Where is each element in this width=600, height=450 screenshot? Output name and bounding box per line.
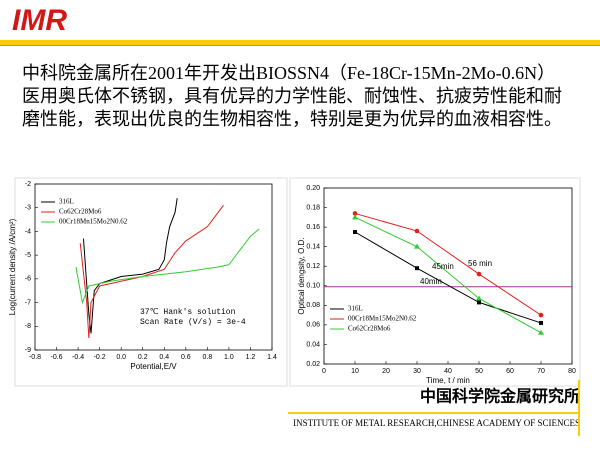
x-tick-label: 30	[413, 368, 421, 375]
left-chart-frame	[14, 177, 288, 387]
y-tick-label: -4	[25, 228, 31, 235]
x-tick-label: 70	[537, 368, 545, 375]
x-tick-label: -0.4	[72, 354, 84, 361]
right-chart-frame	[289, 177, 581, 387]
series-line	[354, 231, 542, 324]
x-tick-label: 0.2	[138, 354, 148, 361]
x-axis-label: Potential,E/V	[130, 362, 177, 371]
legend-label: 316L	[348, 305, 363, 313]
x-axis-label: Time, t / min	[426, 376, 470, 385]
x-tick-label: 10	[351, 368, 359, 375]
institute-en: INSTITUTE OF METAL RESEARCH,CHINESE ACAD…	[293, 418, 580, 428]
series-line	[75, 228, 260, 305]
marker	[538, 329, 544, 335]
header-bar-shadow	[0, 45, 600, 46]
annotation: 40min	[420, 277, 442, 286]
annotation: 45min	[432, 262, 454, 271]
footer-bar	[288, 412, 580, 414]
y-tick-label: -3	[25, 205, 31, 212]
institute-cn: 中国科学院金属研究所	[420, 387, 580, 406]
x-tick-label: 0.0	[116, 354, 126, 361]
marker	[538, 312, 544, 318]
annotation: 56 min	[468, 259, 492, 268]
marker	[476, 295, 482, 301]
y-tick-label: -5	[25, 252, 31, 259]
x-tick-label: 0	[322, 368, 326, 375]
marker	[414, 243, 420, 249]
x-tick-label: 1.2	[246, 354, 256, 361]
y-tick-label: 0.02	[306, 361, 320, 368]
marker	[539, 320, 543, 325]
x-tick-label: 50	[475, 368, 483, 375]
marker	[352, 211, 358, 216]
legend-label: 00Cr18Mn15Mo2N0.62	[59, 218, 128, 226]
legend-label: 00Cr18Mn15Mo2N0.62	[348, 315, 417, 323]
y-axis-label: Optical dengsity, O.D.	[297, 237, 306, 314]
y-tick-label: 0.08	[306, 302, 320, 309]
x-tick-label: 0.4	[159, 354, 169, 361]
y-tick-label: 0.12	[306, 263, 320, 270]
y-tick-label: 0.14	[306, 244, 320, 251]
y-tick-label: 0.10	[306, 283, 320, 290]
annotation: Scan Rate (V/s) = 3e-4	[140, 318, 246, 327]
x-tick-label: 1.4	[267, 354, 277, 361]
annotation: 37℃ Hank's solution	[140, 308, 236, 317]
x-tick-label: 60	[506, 368, 514, 375]
y-tick-label: 0.04	[306, 341, 320, 348]
x-tick-label: -0.8	[29, 354, 41, 361]
marker	[414, 228, 420, 234]
x-tick-label: -0.6	[51, 354, 63, 361]
series-line	[354, 216, 542, 334]
header-bar	[0, 40, 600, 45]
y-tick-label: 0.20	[306, 185, 320, 192]
series-line	[82, 198, 178, 334]
marker	[415, 266, 419, 271]
x-tick-label: 0.6	[181, 354, 191, 361]
marker	[476, 271, 482, 277]
body-text: 中科院金属所在2001年开发出BIOSSN4（Fe-18Cr-15Mn-2Mo-…	[22, 63, 562, 129]
y-tick-label: 0.18	[306, 204, 320, 211]
y-tick-label: 0.06	[306, 322, 320, 329]
x-tick-label: -0.2	[94, 354, 106, 361]
x-tick-label: 20	[382, 368, 390, 375]
x-tick-label: 1.0	[224, 354, 234, 361]
y-tick-label: -8	[25, 323, 31, 330]
plot-area	[34, 183, 273, 351]
y-tick-label: -2	[25, 181, 31, 188]
legend-label: Co62Cr28Mo6	[348, 325, 391, 333]
y-axis-label: Log(current density /A/cm²)	[8, 218, 17, 315]
y-tick-label: -9	[25, 347, 31, 354]
legend-label: 316L	[59, 198, 74, 206]
legend-label: Co62Cr28Mo6	[59, 208, 102, 216]
footer-side-bar	[578, 380, 580, 436]
marker	[352, 214, 358, 220]
x-tick-label: 80	[568, 368, 576, 375]
x-tick-label: 40	[444, 368, 452, 375]
logo: IMR	[12, 4, 67, 37]
y-tick-label: 0.16	[306, 224, 320, 231]
y-tick-label: -6	[25, 276, 31, 283]
series-line	[354, 212, 542, 316]
y-tick-label: -7	[25, 299, 31, 306]
marker	[353, 230, 357, 234]
marker	[477, 300, 481, 305]
x-tick-label: 0.8	[202, 354, 212, 361]
